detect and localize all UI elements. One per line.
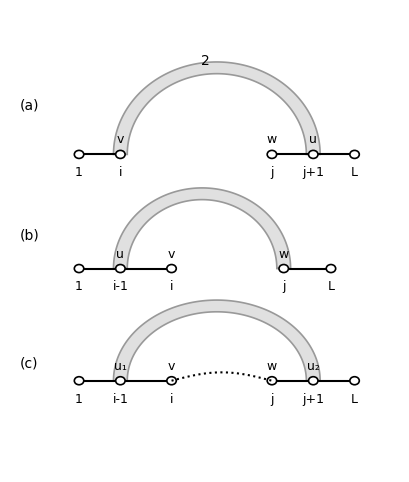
Text: v: v bbox=[167, 248, 175, 261]
Ellipse shape bbox=[349, 150, 358, 159]
Text: i-1: i-1 bbox=[112, 393, 128, 406]
Polygon shape bbox=[113, 188, 290, 268]
Text: u₂: u₂ bbox=[306, 360, 319, 373]
Text: w: w bbox=[266, 134, 276, 147]
Text: (a): (a) bbox=[20, 98, 39, 112]
Ellipse shape bbox=[166, 377, 176, 385]
Polygon shape bbox=[113, 62, 319, 154]
Text: j+1: j+1 bbox=[301, 166, 324, 179]
Ellipse shape bbox=[267, 150, 276, 159]
Ellipse shape bbox=[74, 150, 83, 159]
Text: i: i bbox=[118, 166, 122, 179]
Text: L: L bbox=[327, 281, 334, 294]
Ellipse shape bbox=[308, 377, 317, 385]
Ellipse shape bbox=[308, 150, 317, 159]
Text: w: w bbox=[278, 248, 288, 261]
Text: 1: 1 bbox=[75, 393, 83, 406]
Text: 2: 2 bbox=[200, 54, 209, 68]
Text: j: j bbox=[270, 393, 273, 406]
Ellipse shape bbox=[326, 265, 335, 272]
Polygon shape bbox=[113, 300, 319, 381]
Text: j+1: j+1 bbox=[301, 393, 324, 406]
Ellipse shape bbox=[267, 377, 276, 385]
Text: j: j bbox=[270, 166, 273, 179]
Text: (c): (c) bbox=[20, 356, 38, 370]
Text: L: L bbox=[350, 166, 357, 179]
Ellipse shape bbox=[74, 377, 83, 385]
Ellipse shape bbox=[349, 377, 358, 385]
Text: u: u bbox=[116, 248, 124, 261]
Text: 1: 1 bbox=[75, 166, 83, 179]
Text: L: L bbox=[350, 393, 357, 406]
Ellipse shape bbox=[166, 265, 176, 272]
Ellipse shape bbox=[115, 377, 125, 385]
Ellipse shape bbox=[115, 150, 125, 159]
Text: (b): (b) bbox=[20, 228, 40, 242]
Ellipse shape bbox=[74, 265, 83, 272]
Text: v: v bbox=[117, 134, 124, 147]
Text: i: i bbox=[169, 393, 173, 406]
Text: u₁: u₁ bbox=[114, 360, 126, 373]
Text: i-1: i-1 bbox=[112, 281, 128, 294]
Ellipse shape bbox=[115, 265, 125, 272]
Text: v: v bbox=[167, 360, 175, 373]
Text: w: w bbox=[266, 360, 276, 373]
Text: u: u bbox=[308, 134, 317, 147]
Text: 1: 1 bbox=[75, 281, 83, 294]
Ellipse shape bbox=[278, 265, 288, 272]
Text: i: i bbox=[169, 281, 173, 294]
Text: j: j bbox=[281, 281, 285, 294]
